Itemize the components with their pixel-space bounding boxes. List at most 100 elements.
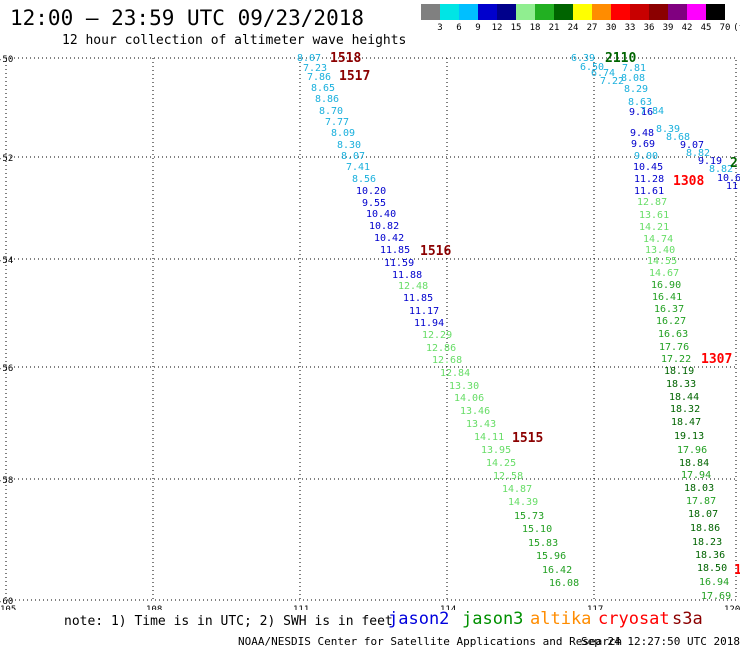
wave-height-reading: 16.41 [652, 292, 682, 303]
wave-height-reading: 7.81 [622, 63, 646, 74]
colorbar-label: 42 [681, 23, 693, 33]
wave-height-reading: 17.94 [681, 470, 711, 481]
wave-height-reading: 9.16 [629, 107, 653, 118]
pass-number-label: 2110 [605, 51, 636, 66]
wave-height-reading: 18.03 [684, 483, 714, 494]
wave-height-reading: 18.19 [664, 366, 694, 377]
map-frame [5, 57, 737, 601]
wave-height-reading: 13.30 [449, 381, 479, 392]
wave-height-reading: 9.69 [631, 139, 655, 150]
wave-height-reading: 12.86 [426, 343, 456, 354]
wave-height-reading: 6.39 [571, 53, 595, 64]
credit-line: NOAA/NESDIS Center for Satellite Applica… [238, 635, 623, 648]
colorbar-swatch [440, 4, 459, 20]
colorbar-label: 9 [475, 23, 481, 33]
pass-number-label: 1518 [330, 51, 361, 66]
wave-height-reading: 14.06 [454, 393, 484, 404]
colorbar-label: 39 [662, 23, 674, 33]
wave-height-reading: 8.29 [624, 84, 648, 95]
wave-height-reading: 18.07 [688, 509, 718, 520]
wave-height-reading: 15.83 [528, 538, 558, 549]
latitude-label: -50 [0, 55, 13, 65]
wave-height-reading: 18.33 [666, 379, 696, 390]
wave-height-reading: 8.82 [686, 148, 710, 159]
wave-height-reading: 11.28 [634, 174, 664, 185]
colorbar-label: 3 [437, 23, 443, 33]
wave-height-reading: 8.56 [352, 174, 376, 185]
colorbar-label: 27 [586, 23, 598, 33]
colorbar-label: 45 [700, 23, 712, 33]
pass-number-label: 1308 [673, 174, 704, 189]
latitude-label: -52 [0, 154, 13, 164]
wave-height-reading: 9.48 [630, 128, 654, 139]
colorbar-swatch [592, 4, 611, 20]
wave-height-reading: 13.61 [639, 210, 669, 221]
colorbar-swatch [497, 4, 516, 20]
wave-height-reading: 8.68 [666, 132, 690, 143]
wave-height-reading: 8.09 [331, 128, 355, 139]
wave-height-reading: 14.87 [502, 484, 532, 495]
wave-height-reading: 12.29 [422, 330, 452, 341]
wave-height-reading: 12.87 [637, 197, 667, 208]
wave-height-reading: 11.85 [403, 293, 433, 304]
wave-height-reading: 8.65 [311, 83, 335, 94]
colorbar-label: (ft) [733, 23, 740, 33]
legend-altika: altika [530, 609, 592, 629]
longitude-label: 108 [146, 605, 162, 610]
pass-number-label: 1307 [701, 352, 732, 367]
wave-height-reading: 11.61 [634, 186, 664, 197]
wave-height-reading: 11.59 [384, 258, 414, 269]
wave-height-reading: 16.27 [656, 316, 686, 327]
wave-height-map: -50-52-54-56-58-601051081111141171208.07… [0, 51, 740, 610]
wave-height-reading: 10.82 [369, 221, 399, 232]
longitude-label: 114 [440, 605, 456, 610]
wave-height-reading: 19.13 [674, 431, 704, 442]
wave-height-reading: 8.30 [337, 140, 361, 151]
colorbar-label: 6 [456, 23, 462, 33]
legend-cryosat: cryosat [598, 609, 670, 629]
colorbar-swatch [668, 4, 687, 20]
wave-height-reading: 8.07 [341, 151, 365, 162]
longitude-label: 120 [724, 605, 740, 610]
pass-number-label: 1517 [339, 69, 370, 84]
legend-s3a: s3a [672, 609, 703, 629]
wave-height-reading: 9.19 [698, 156, 722, 167]
wave-height-reading: 6.50 [580, 62, 604, 73]
colorbar-swatch [516, 4, 535, 20]
colorbar-swatch [478, 4, 497, 20]
wave-height-reading: 8.39 [656, 124, 680, 135]
wave-height-reading: 16.63 [658, 329, 688, 340]
colorbar-label: 15 [510, 23, 522, 33]
pass-number-label: 1516 [420, 244, 451, 259]
wave-height-reading: 7.22 [600, 76, 624, 87]
wave-height-reading: 17.76 [659, 342, 689, 353]
wave-height-reading: 18.50 [697, 563, 727, 574]
pass-number-label: 1515 [512, 431, 543, 446]
map-title: 12:00 – 23:59 UTC 09/23/2018 [10, 6, 365, 30]
wave-height-reading: 17.69 [701, 591, 731, 602]
colorbar-label: 70 [719, 23, 731, 33]
wave-height-reading: 14.25 [486, 458, 516, 469]
longitude-label: 111 [293, 605, 309, 610]
wave-height-reading: 11.88 [392, 270, 422, 281]
colorbar-swatch [459, 4, 478, 20]
wave-height-reading: 13.40 [645, 245, 675, 256]
wave-height-reading: 9.55 [362, 198, 386, 209]
wave-height-reading: 15.10 [522, 524, 552, 535]
wave-height-reading: 18.23 [692, 537, 722, 548]
wave-height-reading: 9.07 [680, 140, 704, 151]
latitude-label: -56 [0, 364, 13, 374]
wave-height-reading: 13.46 [460, 406, 490, 417]
wave-height-reading: 10.45 [633, 162, 663, 173]
wave-height-reading: 16.94 [699, 577, 729, 588]
wave-height-reading: 7.41 [346, 162, 370, 173]
longitude-label: 117 [587, 605, 603, 610]
legend-jason2: jason2 [388, 609, 450, 629]
colorbar-label: 33 [624, 23, 636, 33]
colorbar-label: 12 [491, 23, 503, 33]
colorbar-swatch [630, 4, 649, 20]
wave-height-reading: 12.48 [398, 281, 428, 292]
wave-height-reading: 12.68 [432, 355, 462, 366]
wave-height-reading: 14.11 [474, 432, 504, 443]
colorbar-swatch [649, 4, 668, 20]
